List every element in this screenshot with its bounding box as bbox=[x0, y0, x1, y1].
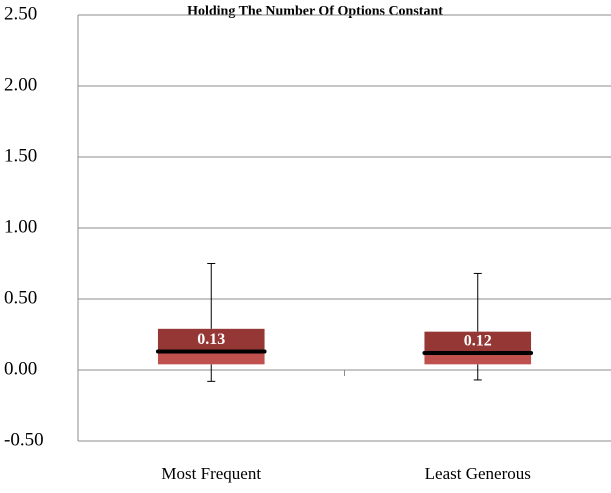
x-tick-label: Most Frequent bbox=[161, 464, 261, 483]
y-tick-label: 2.50 bbox=[4, 3, 37, 24]
y-tick-label: 1.00 bbox=[4, 216, 37, 237]
box-lower bbox=[157, 351, 265, 365]
box-upper bbox=[157, 328, 265, 352]
box-upper bbox=[424, 331, 532, 353]
y-tick-label: 2.00 bbox=[4, 74, 37, 95]
y-tick-label: 1.50 bbox=[4, 145, 37, 166]
y-tick-label: 0.50 bbox=[4, 287, 37, 308]
box-lower bbox=[424, 352, 532, 365]
chart-title: Holding The Number Of Options Constant bbox=[187, 4, 443, 19]
y-tick-label: 0.00 bbox=[4, 358, 37, 379]
y-tick-label: -0.50 bbox=[4, 429, 44, 450]
median-label: 0.12 bbox=[464, 333, 492, 350]
x-tick-label: Least Generous bbox=[425, 464, 531, 483]
median-label: 0.13 bbox=[197, 331, 225, 348]
